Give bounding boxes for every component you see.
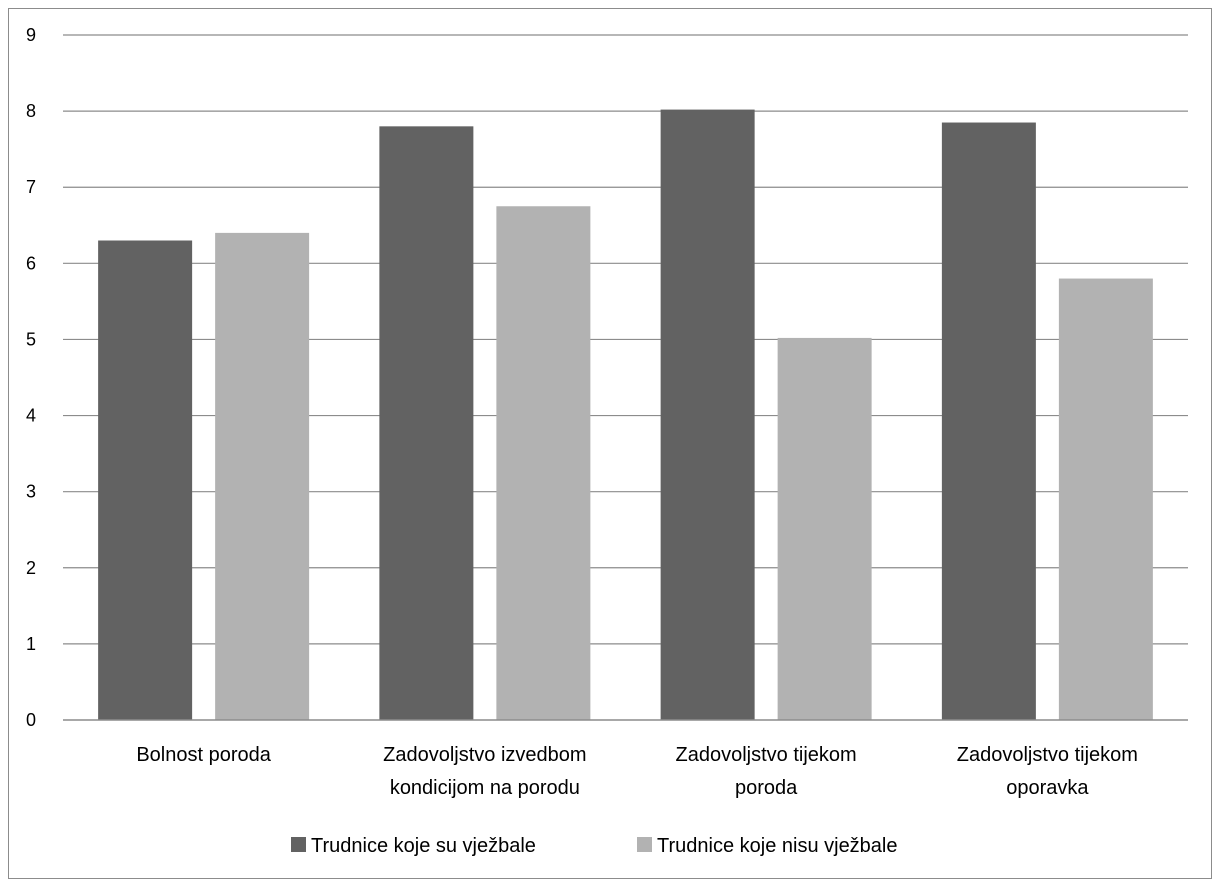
y-tick-label: 1 xyxy=(26,634,36,654)
y-tick-label: 6 xyxy=(26,253,36,273)
bar-exercised xyxy=(660,109,755,721)
legend: Trudnice koje su vježbale Trudnice koje n… xyxy=(291,835,898,857)
y-tick-label: 2 xyxy=(26,558,36,578)
bar-not-exercised xyxy=(777,337,872,720)
x-category-label: Zadovoljstvo izvedbom xyxy=(383,744,586,766)
x-category-label: Zadovoljstvo tijekom xyxy=(957,744,1138,766)
y-tick-label: 8 xyxy=(26,101,36,121)
y-tick-label: 4 xyxy=(26,406,36,426)
bar-not-exercised xyxy=(215,232,310,720)
y-axis-ticks: 0 1 2 3 4 5 6 7 8 9 xyxy=(26,25,36,730)
bar-exercised xyxy=(379,126,474,721)
bar-not-exercised xyxy=(496,206,591,720)
x-category-label: kondicijom na porodu xyxy=(390,777,580,799)
bar-exercised xyxy=(941,122,1036,721)
y-tick-label: 7 xyxy=(26,177,36,197)
bar-not-exercised xyxy=(1058,278,1153,720)
x-axis-categories: Bolnost poroda Zadovoljstvo izvedbom kondi… xyxy=(136,744,1138,799)
legend-swatch xyxy=(291,837,306,852)
x-category-label: poroda xyxy=(735,777,798,799)
legend-label: Trudnice koje nisu vježbale xyxy=(657,835,898,857)
bar-exercised xyxy=(98,240,193,720)
legend-swatch xyxy=(637,837,652,852)
y-tick-label: 5 xyxy=(26,329,36,349)
bars xyxy=(98,109,1153,721)
x-category-label: oporavka xyxy=(1006,777,1089,799)
legend-label: Trudnice koje su vježbale xyxy=(311,835,536,857)
y-tick-label: 0 xyxy=(26,710,36,730)
x-category-label: Zadovoljstvo tijekom xyxy=(676,744,857,766)
y-tick-label: 3 xyxy=(26,482,36,502)
y-tick-label: 9 xyxy=(26,25,36,45)
x-category-label: Bolnost poroda xyxy=(136,744,271,766)
